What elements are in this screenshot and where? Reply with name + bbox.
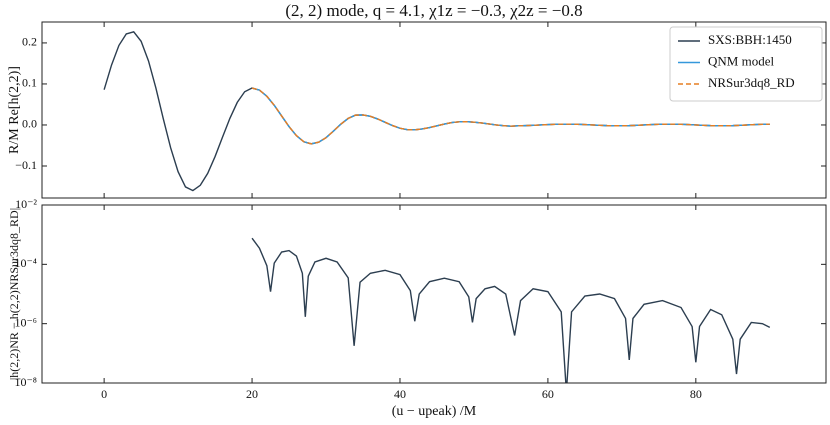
x-tick-label: 80 [690,387,702,401]
x-axis-label: (u − upeak) /M [392,404,477,419]
x-tick-label: 60 [542,387,554,401]
plot-area [103,31,770,192]
plot-area [251,237,771,383]
legend-label: SXS:BBH:1450 [708,32,792,47]
data-line [251,237,771,383]
y-tick-label: 0.1 [22,76,37,90]
x-tick-label: 40 [394,387,406,401]
y-tick-label: 10⁻⁴ [14,256,37,270]
legend-label: NRSur3dq8_RD [708,75,795,90]
x-tick-label: 0 [101,387,107,401]
data-line [251,87,770,145]
legend-box [669,26,823,102]
axes-frame [41,204,827,384]
x-tick-label: 20 [246,387,258,401]
y-tick-label: 10⁻⁶ [14,315,37,329]
legend-label: QNM model [708,53,774,68]
y-tick-label: 10⁻⁸ [14,375,37,389]
y-tick-label: 0.0 [22,117,37,131]
chart-title: (2, 2) mode, q = 4.1, χ1z = −0.3, χ2z = … [285,1,582,20]
y-axis-label: |h(2,2)NR − h(2,2)NRSur3dq8_RD| [7,208,21,380]
y-tick-label: 10⁻² [15,197,37,211]
y-tick-label: 0.2 [22,35,37,49]
y-tick-label: −0.1 [15,158,37,172]
axes-frame [41,21,827,199]
y-axis-label: R/M Re[h(2,2)] [7,66,22,154]
